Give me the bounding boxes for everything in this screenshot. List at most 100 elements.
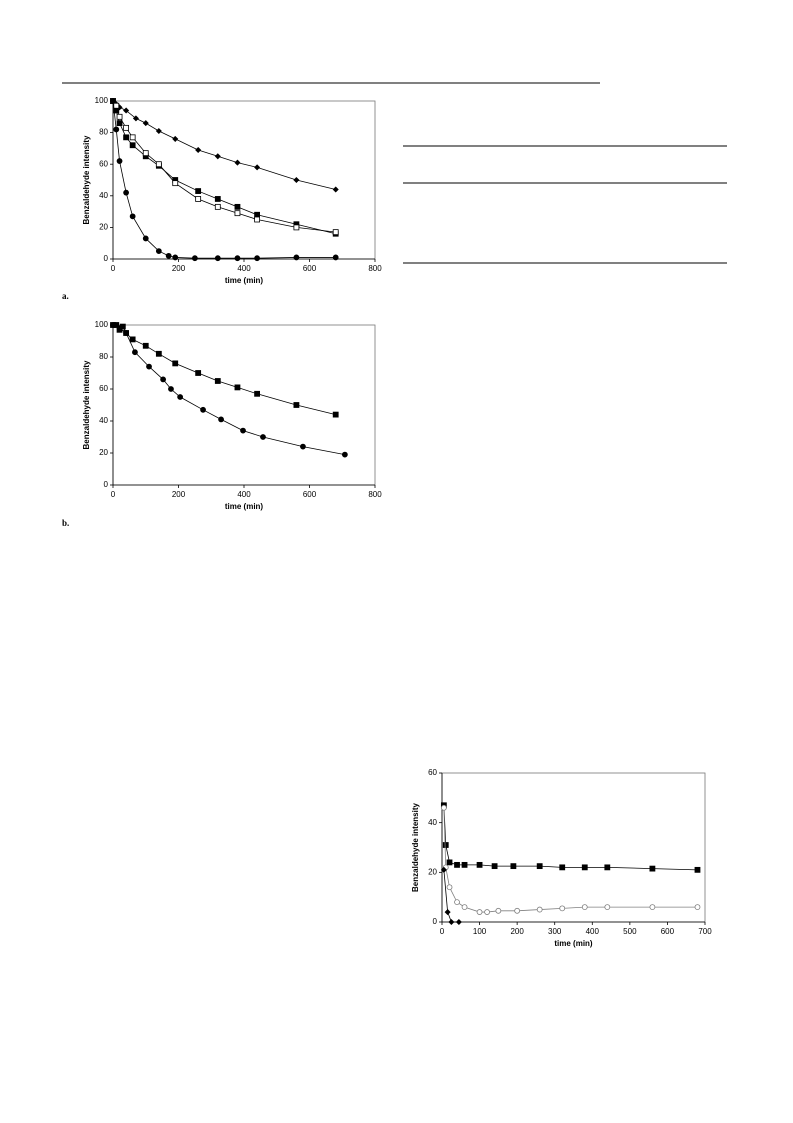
marker — [604, 864, 611, 871]
y-tick-label: 0 — [104, 254, 109, 263]
y-axis-title: Benzaldehyde intensity — [411, 803, 420, 892]
y-tick-label: 60 — [428, 768, 437, 777]
marker — [448, 918, 455, 926]
marker — [484, 909, 490, 915]
marker — [446, 884, 453, 891]
x-tick-label: 0 — [111, 490, 116, 499]
y-tick-label: 20 — [428, 867, 437, 876]
y-tick-label: 40 — [99, 191, 108, 200]
x-tick-label: 200 — [510, 927, 524, 936]
marker — [123, 124, 129, 131]
x-axis-title: time (min) — [554, 939, 593, 948]
marker — [123, 330, 129, 336]
x-axis-title: time (min) — [225, 502, 264, 511]
marker — [694, 904, 701, 910]
marker — [142, 235, 149, 242]
marker — [155, 248, 162, 255]
marker — [177, 394, 184, 400]
marker — [116, 120, 123, 127]
marker — [604, 904, 611, 910]
marker — [172, 135, 179, 142]
marker — [536, 863, 543, 870]
marker — [129, 142, 136, 149]
marker — [116, 113, 123, 120]
marker — [129, 213, 136, 220]
marker — [142, 120, 149, 127]
marker — [123, 189, 129, 196]
y-tick-label: 80 — [99, 128, 108, 137]
series-line — [443, 807, 698, 913]
marker — [293, 224, 300, 231]
y-tick-label: 40 — [428, 818, 437, 827]
marker — [559, 864, 566, 871]
x-tick-label: 100 — [473, 927, 487, 936]
marker — [254, 216, 261, 223]
series-line — [443, 805, 698, 871]
marker — [146, 363, 152, 370]
plot-area — [112, 324, 376, 486]
marker — [476, 861, 483, 868]
y-tick-label: 20 — [99, 223, 108, 232]
y-axis-title: Benzaldehyde intensity — [82, 360, 91, 449]
marker — [293, 254, 300, 261]
x-tick-label: 400 — [237, 490, 251, 499]
marker — [254, 164, 261, 171]
x-tick-label: 800 — [368, 490, 382, 499]
y-tick-label: 100 — [95, 320, 109, 329]
marker — [254, 390, 261, 397]
marker — [536, 906, 543, 913]
series-line — [112, 100, 336, 190]
marker — [332, 229, 339, 236]
marker — [442, 842, 449, 848]
marker — [240, 427, 246, 434]
marker — [191, 255, 198, 262]
marker — [234, 384, 241, 391]
marker — [491, 863, 498, 870]
y-axis-title: Benzaldehyde intensity — [82, 135, 91, 224]
marker — [160, 376, 167, 383]
marker — [332, 186, 339, 193]
y-tick-label: 0 — [104, 480, 109, 489]
marker — [510, 863, 517, 870]
x-tick-label: 400 — [586, 927, 600, 936]
marker — [440, 804, 447, 811]
y-tick-label: 100 — [95, 96, 109, 105]
marker — [444, 909, 451, 916]
marker — [293, 176, 300, 184]
x-axis-title: time (min) — [225, 276, 264, 285]
marker — [559, 905, 566, 912]
marker — [694, 866, 701, 873]
x-tick-label: 400 — [237, 264, 251, 273]
x-tick-label: 600 — [661, 927, 675, 936]
marker — [165, 252, 172, 259]
marker — [254, 211, 261, 218]
x-tick-label: 600 — [303, 264, 317, 273]
series-line — [443, 869, 459, 923]
marker — [581, 904, 588, 910]
marker — [110, 98, 116, 104]
marker — [214, 255, 221, 262]
x-tick-label: 800 — [368, 264, 382, 273]
marker — [132, 115, 139, 122]
marker — [129, 134, 136, 141]
marker — [195, 370, 202, 376]
plot-area — [441, 772, 706, 923]
x-tick-label: 200 — [172, 264, 186, 273]
marker — [495, 907, 502, 914]
x-tick-label: 700 — [698, 927, 712, 936]
marker — [214, 196, 221, 202]
marker — [260, 434, 266, 440]
marker — [476, 909, 483, 915]
marker — [332, 254, 339, 261]
marker — [172, 360, 179, 367]
marker — [514, 907, 521, 914]
marker — [116, 325, 123, 332]
marker — [581, 864, 588, 871]
marker — [155, 161, 162, 168]
marker — [649, 865, 656, 872]
series-line — [112, 324, 345, 455]
marker — [142, 150, 149, 157]
y-tick-label: 60 — [99, 384, 108, 393]
y-tick-label: 60 — [99, 159, 108, 168]
marker — [172, 254, 179, 261]
